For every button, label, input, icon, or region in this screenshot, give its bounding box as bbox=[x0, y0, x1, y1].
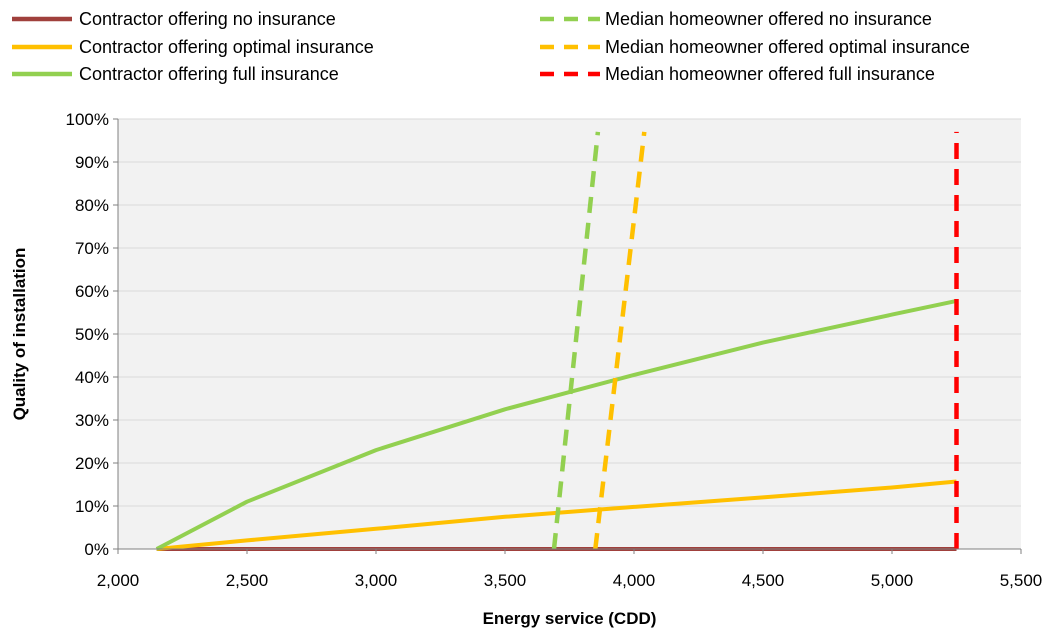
legend-label-3: Contractor offering full insurance bbox=[79, 64, 339, 84]
x-tick-label: 2,000 bbox=[97, 571, 140, 590]
legend-label-4: Median homeowner offered no insurance bbox=[605, 9, 932, 29]
y-tick-label: 80% bbox=[75, 196, 109, 215]
series-line-2 bbox=[156, 479, 957, 551]
x-tick-label: 4,000 bbox=[613, 571, 656, 590]
y-tick-label: 100% bbox=[66, 110, 109, 129]
y-tick-label: 30% bbox=[75, 411, 109, 430]
y-tick-label: 60% bbox=[75, 282, 109, 301]
x-tick-label: 4,500 bbox=[742, 571, 785, 590]
axes: 0% 10% 20% 30% 40% 50% 60% 70% 80% 90% 100% 2,000 2,… bbox=[66, 110, 1043, 590]
series-line-4 bbox=[551, 131, 601, 550]
y-tick-label: 0% bbox=[84, 540, 109, 559]
x-tick-label: 5,500 bbox=[1000, 571, 1043, 590]
series-line-5 bbox=[593, 131, 647, 550]
legend-label-2: Contractor offering optimal insurance bbox=[79, 37, 374, 57]
x-tick-label: 5,000 bbox=[871, 571, 914, 590]
y-tick-label: 90% bbox=[75, 153, 109, 172]
legend-label-1: Contractor offering no insurance bbox=[79, 9, 336, 29]
y-tick-label: 40% bbox=[75, 368, 109, 387]
legend: Contractor offering no insurance Contract… bbox=[12, 9, 970, 84]
legend-label-5: Median homeowner offered optimal insuran… bbox=[605, 37, 970, 57]
legend-label-6: Median homeowner offered full insurance bbox=[605, 64, 935, 84]
y-axis-title: Quality of installation bbox=[10, 248, 29, 421]
y-tick-label: 10% bbox=[75, 497, 109, 516]
y-tick-label: 70% bbox=[75, 239, 109, 258]
y-tick-label: 50% bbox=[75, 325, 109, 344]
x-axis-title: Energy service (CDD) bbox=[483, 609, 657, 628]
x-tick-label: 3,500 bbox=[484, 571, 527, 590]
y-tick-label: 20% bbox=[75, 454, 109, 473]
grid bbox=[118, 118, 1021, 550]
x-tick-label: 3,000 bbox=[355, 571, 398, 590]
x-tick-label: 2,500 bbox=[226, 571, 269, 590]
